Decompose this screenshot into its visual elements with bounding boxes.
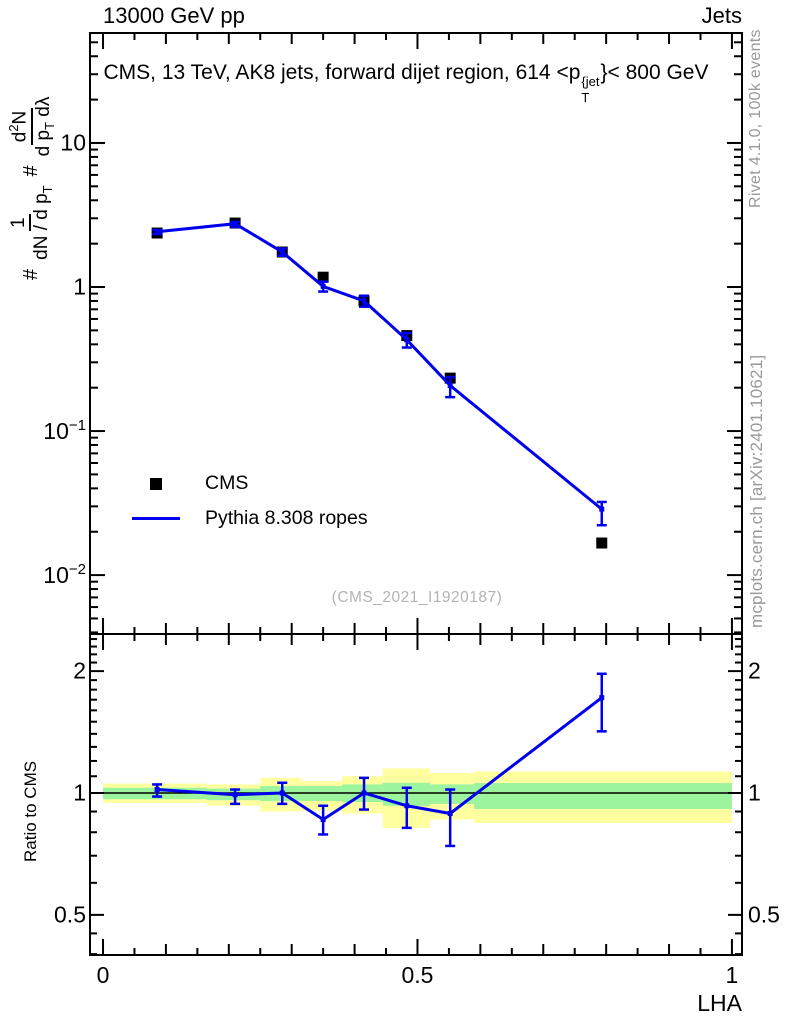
pythia-point-marker bbox=[361, 790, 367, 796]
pythia-point-marker bbox=[361, 298, 367, 304]
pythia-point-marker bbox=[320, 283, 326, 289]
pt-jet-subscript: T bbox=[581, 90, 590, 105]
cms-data-marker bbox=[317, 271, 329, 283]
panel-frame bbox=[89, 32, 743, 635]
pythia-point-marker bbox=[154, 787, 160, 793]
ratio-y-tick-label-right: 2 bbox=[748, 657, 761, 684]
pythia-point-marker bbox=[599, 506, 605, 512]
ratio-y-tick-label-right: 0.5 bbox=[748, 901, 780, 928]
pythia-curve bbox=[157, 696, 603, 822]
x-tick-label: 0 bbox=[96, 962, 110, 988]
pythia-point-marker bbox=[279, 790, 285, 796]
ratio-uncertainty-band-green bbox=[474, 783, 732, 810]
pythia-point-marker bbox=[232, 792, 238, 798]
analysis-id-watermark: (CMS_2021_I1920187) bbox=[331, 589, 503, 606]
ratio-y-tick-label: 2 bbox=[73, 657, 86, 684]
mcplots-reference-note: mcplots.cern.ch [arXiv:2401.10621] bbox=[747, 354, 766, 628]
fraction-d2n-dptdlambda: d2N d pT dλ bbox=[6, 96, 57, 157]
plot-title: CMS, 13 TeV, AK8 jets, forward dijet reg… bbox=[104, 61, 709, 104]
pythia-point-marker bbox=[404, 803, 410, 809]
ratio-y-tick-label-right: 1 bbox=[748, 779, 761, 806]
main-y-axis-label: # 1 dN / d pT # d2N d pT dλ bbox=[6, 96, 57, 280]
hash-symbol: # bbox=[20, 165, 43, 177]
pythia-point-marker bbox=[320, 817, 326, 823]
hash-symbol: # bbox=[20, 268, 43, 280]
beam-energy-label: 13000 GeV pp bbox=[103, 3, 245, 28]
cms-square-marker bbox=[149, 477, 162, 490]
pythia-point-marker bbox=[404, 337, 410, 343]
pt-jet-superscript: {jet bbox=[581, 74, 600, 89]
x-axis-label: LHA bbox=[697, 990, 742, 1016]
pythia-point-marker bbox=[154, 229, 160, 235]
ratio-uncertainty-band-green bbox=[430, 784, 475, 804]
pt-jet-supsub: {jet T bbox=[581, 75, 599, 104]
plot-title-prefix: CMS, 13 TeV, AK8 jets, forward dijet reg… bbox=[103, 61, 581, 84]
ratio-y-tick-label: 0.5 bbox=[54, 901, 86, 928]
ratio-y-tick-label: 1 bbox=[73, 779, 86, 806]
cms-data-marker bbox=[596, 537, 608, 549]
legend-item-cms: CMS bbox=[128, 466, 368, 501]
pythia-point-marker bbox=[447, 810, 453, 816]
pythia-point-marker bbox=[447, 383, 453, 389]
legend-label-cms: CMS bbox=[205, 472, 249, 494]
ratio-y-axis-label: Ratio to CMS bbox=[21, 760, 40, 862]
main-y-tick-label: 10 bbox=[60, 129, 86, 156]
pythia-line-marker bbox=[131, 517, 180, 520]
generator-version-note: Rivet 4.1.0, 100k events bbox=[747, 29, 764, 208]
pythia-point-marker bbox=[599, 695, 605, 701]
fraction-one-over-dndpt: 1 dN / d pT bbox=[8, 185, 56, 260]
x-tick-label: 1 bbox=[725, 962, 739, 988]
pythia-curve bbox=[156, 222, 603, 511]
main-y-tick-label: 1 bbox=[73, 273, 86, 300]
main-y-tick-label: 10−2 bbox=[43, 561, 86, 588]
legend-item-pythia: Pythia 8.308 ropes bbox=[128, 501, 368, 536]
panel-frame bbox=[89, 633, 743, 956]
pythia-point-marker bbox=[279, 249, 285, 255]
x-tick-label: 0.5 bbox=[401, 962, 434, 988]
main-y-tick-label: 10−1 bbox=[43, 417, 86, 444]
legend-label-pythia: Pythia 8.308 ropes bbox=[205, 507, 368, 529]
pythia-point-marker bbox=[232, 221, 238, 227]
analysis-group-label: Jets bbox=[701, 3, 742, 28]
legend: CMS Pythia 8.308 ropes bbox=[128, 466, 368, 536]
plot-title-suffix: }< 800 GeV bbox=[600, 61, 709, 84]
